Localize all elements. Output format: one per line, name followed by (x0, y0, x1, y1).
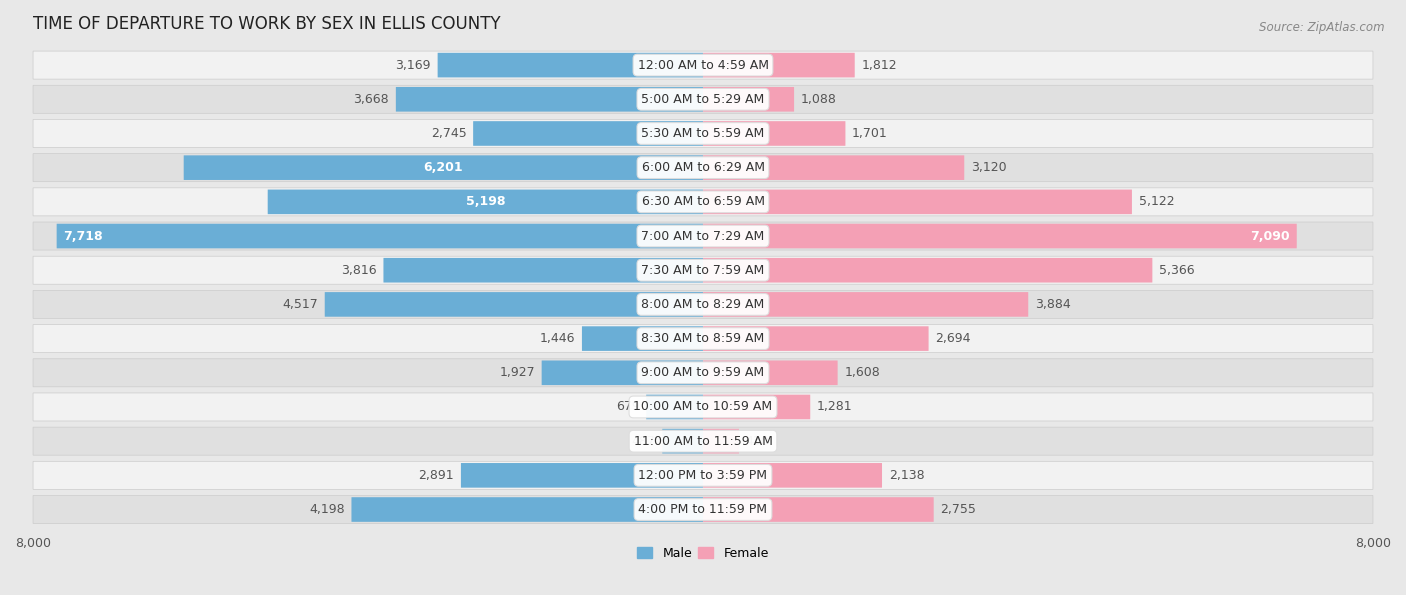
Text: 9:00 AM to 9:59 AM: 9:00 AM to 9:59 AM (641, 367, 765, 379)
FancyBboxPatch shape (703, 155, 965, 180)
FancyBboxPatch shape (647, 394, 703, 419)
Text: 2,694: 2,694 (935, 332, 970, 345)
Text: 6:00 AM to 6:29 AM: 6:00 AM to 6:29 AM (641, 161, 765, 174)
Text: 11:00 AM to 11:59 AM: 11:00 AM to 11:59 AM (634, 435, 772, 447)
Text: 7:30 AM to 7:59 AM: 7:30 AM to 7:59 AM (641, 264, 765, 277)
Text: TIME OF DEPARTURE TO WORK BY SEX IN ELLIS COUNTY: TIME OF DEPARTURE TO WORK BY SEX IN ELLI… (32, 15, 501, 33)
Text: 1,446: 1,446 (540, 332, 575, 345)
FancyBboxPatch shape (352, 497, 703, 522)
Text: 6,201: 6,201 (423, 161, 463, 174)
FancyBboxPatch shape (703, 361, 838, 385)
Text: 12:00 AM to 4:59 AM: 12:00 AM to 4:59 AM (637, 59, 769, 71)
Text: 487: 487 (631, 435, 655, 447)
Text: 5,122: 5,122 (1139, 195, 1174, 208)
Text: 8:30 AM to 8:59 AM: 8:30 AM to 8:59 AM (641, 332, 765, 345)
Text: 8:00 AM to 8:29 AM: 8:00 AM to 8:29 AM (641, 298, 765, 311)
FancyBboxPatch shape (184, 155, 703, 180)
Text: 679: 679 (616, 400, 640, 414)
FancyBboxPatch shape (56, 224, 703, 248)
Text: 3,668: 3,668 (353, 93, 389, 106)
Text: 1,701: 1,701 (852, 127, 889, 140)
Text: 6:30 AM to 6:59 AM: 6:30 AM to 6:59 AM (641, 195, 765, 208)
Text: 10:00 AM to 10:59 AM: 10:00 AM to 10:59 AM (634, 400, 772, 414)
Text: Source: ZipAtlas.com: Source: ZipAtlas.com (1260, 21, 1385, 34)
Text: 2,138: 2,138 (889, 469, 924, 482)
Text: 3,169: 3,169 (395, 59, 430, 71)
Text: 5:30 AM to 5:59 AM: 5:30 AM to 5:59 AM (641, 127, 765, 140)
Text: 3,120: 3,120 (972, 161, 1007, 174)
Legend: Male, Female: Male, Female (633, 541, 773, 565)
FancyBboxPatch shape (662, 429, 703, 453)
FancyBboxPatch shape (32, 427, 1374, 455)
FancyBboxPatch shape (703, 121, 845, 146)
FancyBboxPatch shape (384, 258, 703, 283)
Text: 5,198: 5,198 (465, 195, 505, 208)
Text: 7,718: 7,718 (63, 230, 103, 243)
FancyBboxPatch shape (396, 87, 703, 112)
Text: 1,281: 1,281 (817, 400, 852, 414)
Text: 12:00 PM to 3:59 PM: 12:00 PM to 3:59 PM (638, 469, 768, 482)
FancyBboxPatch shape (325, 292, 703, 317)
FancyBboxPatch shape (582, 326, 703, 351)
FancyBboxPatch shape (32, 496, 1374, 524)
Text: 4,198: 4,198 (309, 503, 344, 516)
FancyBboxPatch shape (474, 121, 703, 146)
FancyBboxPatch shape (703, 190, 1132, 214)
FancyBboxPatch shape (32, 461, 1374, 489)
FancyBboxPatch shape (541, 361, 703, 385)
Text: 4,517: 4,517 (283, 298, 318, 311)
Text: 3,816: 3,816 (342, 264, 377, 277)
FancyBboxPatch shape (32, 290, 1374, 318)
Text: 1,088: 1,088 (801, 93, 837, 106)
Text: 430: 430 (745, 435, 769, 447)
FancyBboxPatch shape (32, 85, 1374, 113)
Text: 1,927: 1,927 (499, 367, 534, 379)
Text: 2,755: 2,755 (941, 503, 976, 516)
FancyBboxPatch shape (267, 190, 703, 214)
Text: 7,090: 7,090 (1250, 230, 1291, 243)
FancyBboxPatch shape (703, 292, 1028, 317)
Text: 4:00 PM to 11:59 PM: 4:00 PM to 11:59 PM (638, 503, 768, 516)
FancyBboxPatch shape (32, 188, 1374, 216)
Text: 7:00 AM to 7:29 AM: 7:00 AM to 7:29 AM (641, 230, 765, 243)
FancyBboxPatch shape (32, 154, 1374, 181)
FancyBboxPatch shape (703, 394, 810, 419)
FancyBboxPatch shape (437, 53, 703, 77)
Text: 3,884: 3,884 (1035, 298, 1071, 311)
Text: 1,608: 1,608 (845, 367, 880, 379)
FancyBboxPatch shape (32, 359, 1374, 387)
Text: 5,366: 5,366 (1159, 264, 1195, 277)
Text: 1,812: 1,812 (862, 59, 897, 71)
FancyBboxPatch shape (703, 326, 928, 351)
FancyBboxPatch shape (703, 497, 934, 522)
FancyBboxPatch shape (461, 463, 703, 488)
Text: 5:00 AM to 5:29 AM: 5:00 AM to 5:29 AM (641, 93, 765, 106)
FancyBboxPatch shape (32, 325, 1374, 353)
FancyBboxPatch shape (32, 393, 1374, 421)
FancyBboxPatch shape (703, 429, 740, 453)
FancyBboxPatch shape (32, 222, 1374, 250)
FancyBboxPatch shape (703, 53, 855, 77)
Text: 2,745: 2,745 (430, 127, 467, 140)
FancyBboxPatch shape (703, 258, 1153, 283)
FancyBboxPatch shape (703, 224, 1296, 248)
FancyBboxPatch shape (32, 120, 1374, 148)
Text: 2,891: 2,891 (419, 469, 454, 482)
FancyBboxPatch shape (32, 51, 1374, 79)
FancyBboxPatch shape (703, 463, 882, 488)
FancyBboxPatch shape (32, 256, 1374, 284)
FancyBboxPatch shape (703, 87, 794, 112)
